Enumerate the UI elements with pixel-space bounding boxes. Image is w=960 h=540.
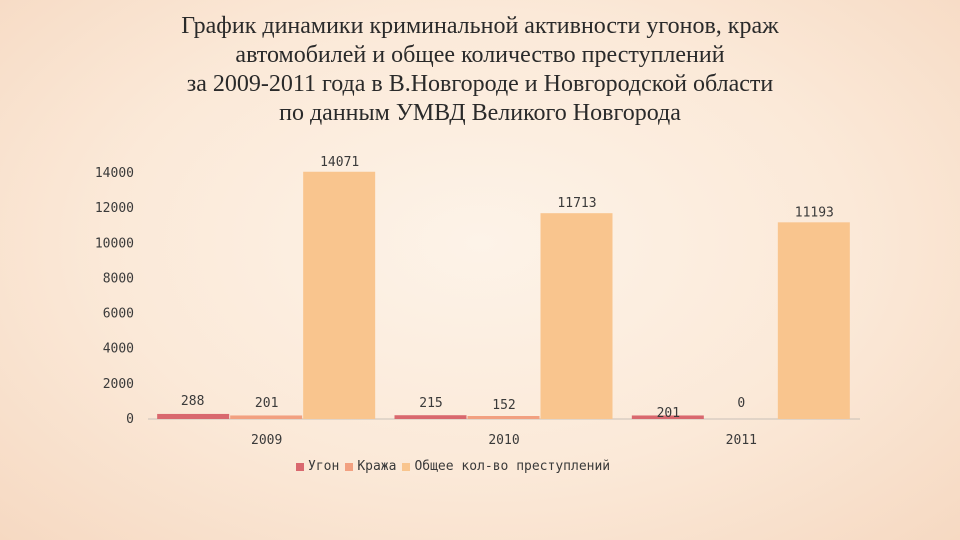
legend-item-ugon: Угон	[296, 459, 339, 474]
title-line: по данным УМВД Великого Новгорода	[279, 100, 681, 126]
bar-ugon-2009	[157, 413, 230, 419]
bar-total-2010	[540, 213, 613, 419]
data-label: 152	[492, 398, 515, 413]
y-tick-label: 2000	[103, 377, 134, 392]
legend-item-krazha: Кража	[345, 459, 396, 474]
y-tick-label: 12000	[95, 201, 134, 216]
x-category-label: 2009	[251, 433, 282, 448]
chart-title: График динамики криминальной активности …	[60, 12, 900, 128]
data-label: 201	[255, 396, 278, 411]
data-label: 215	[419, 396, 442, 411]
y-tick-label: 8000	[103, 271, 134, 286]
data-label: 201	[657, 406, 680, 421]
bar-total-2011	[777, 222, 850, 419]
legend-swatch-krazha	[345, 462, 354, 471]
legend-swatch-ugon	[296, 462, 304, 471]
x-category-label: 2011	[726, 433, 757, 448]
bar-ugon-2011	[631, 415, 704, 419]
title-line: График динамики криминальной активности …	[181, 13, 779, 39]
title-line: за 2009-2011 года в В.Новгороде и Новгор…	[186, 71, 774, 97]
y-tick-label: 0	[126, 412, 134, 427]
data-label: 11193	[795, 205, 834, 220]
y-tick-label: 6000	[103, 307, 134, 322]
bar-krazha-2009	[230, 415, 303, 419]
bar-krazha-2010	[467, 416, 540, 419]
y-tick-label: 14000	[95, 166, 134, 181]
data-label: 11713	[557, 196, 596, 211]
legend-label-krazha: Кража	[357, 459, 397, 474]
x-category-label: 2010	[488, 433, 519, 448]
y-tick-label: 4000	[103, 342, 134, 357]
legend-label-ugon: Угон	[308, 459, 340, 474]
title-line: автомобилей и общее количество преступле…	[235, 42, 725, 68]
y-tick-label: 10000	[95, 236, 134, 251]
data-label: 288	[181, 394, 204, 409]
legend-swatch-total	[402, 462, 411, 471]
bar-total-2009	[303, 171, 376, 419]
bar-ugon-2010	[394, 415, 467, 419]
data-label: 0	[737, 396, 745, 411]
legend-item-total: Общее кол-во преступлений	[402, 459, 610, 474]
legend-label-total: Общее кол-во преступлений	[414, 459, 611, 474]
legend: Угон Кража Общее кол-во преступлений	[296, 459, 610, 474]
data-label: 14071	[320, 155, 359, 170]
